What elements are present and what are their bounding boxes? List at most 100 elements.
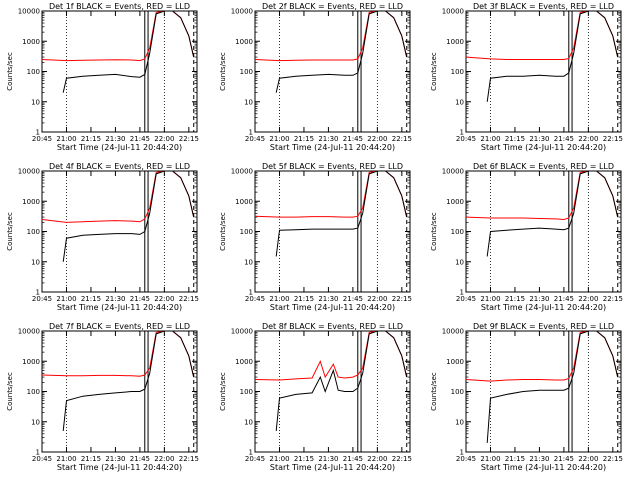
x-tick-label: 21:00 — [269, 455, 289, 463]
x-axis-label: Start Time (24-Jul-11 20:44:20) — [481, 143, 606, 152]
panel-title: Det 1f BLACK = Events, RED = LLD — [49, 2, 190, 11]
x-tick-label: 22:15 — [392, 135, 412, 143]
series-events — [62, 11, 195, 93]
y-tick-label: 1 — [36, 289, 40, 297]
x-tick-label: 22:15 — [392, 295, 412, 303]
panel-title: Det 6f BLACK = Events, RED = LLD — [473, 162, 614, 171]
x-tick-label: 20:45 — [32, 295, 52, 303]
y-tick-label: 10000 — [231, 8, 253, 16]
x-tick-label: 21:00 — [56, 455, 76, 463]
y-axis-label: Counts/sec — [430, 52, 438, 91]
panel-det-5: Det 5f BLACK = Events, RED = LLD 1 10 100 10… — [219, 162, 412, 312]
panel-title: Det 8f BLACK = Events, RED = LLD — [262, 322, 403, 331]
y-tick-label: 10 — [455, 98, 464, 106]
panel-det-6: Det 6f BLACK = Events, RED = LLD 1 10 100 10… — [430, 162, 623, 312]
x-tick-label: 22:00 — [367, 295, 387, 303]
series-events — [486, 11, 619, 102]
y-tick-label: 100 — [240, 228, 253, 236]
y-axis-label: Counts/sec — [219, 52, 227, 91]
x-tick-label: 22:00 — [578, 295, 598, 303]
x-tick-label: 21:15 — [505, 295, 525, 303]
series-events — [62, 171, 195, 262]
y-tick-label: 1000 — [22, 358, 40, 366]
plot-frame — [41, 330, 198, 453]
series-events — [62, 331, 195, 431]
x-axis-label: Start Time (24-Jul-11 20:44:20) — [270, 303, 395, 312]
series-lld — [255, 331, 408, 381]
x-tick-label: 22:00 — [154, 455, 174, 463]
y-tick-label: 1000 — [22, 198, 40, 206]
y-tick-label: 10000 — [442, 168, 464, 176]
panel-title: Det 5f BLACK = Events, RED = LLD — [262, 162, 403, 171]
y-tick-label: 1000 — [235, 38, 253, 46]
panel-title: Det 9f BLACK = Events, RED = LLD — [473, 322, 614, 331]
y-tick-label: 1 — [249, 289, 253, 297]
x-tick-label: 22:00 — [154, 295, 174, 303]
x-tick-label: 21:45 — [130, 455, 150, 463]
x-axis-label: Start Time (24-Jul-11 20:44:20) — [481, 303, 606, 312]
y-tick-label: 10 — [244, 418, 253, 426]
x-tick-label: 21:00 — [269, 135, 289, 143]
x-tick-label: 20:45 — [456, 455, 476, 463]
plot-frame — [465, 170, 622, 293]
y-tick-label: 1 — [460, 449, 464, 457]
y-tick-label: 1 — [249, 129, 253, 137]
plot-frame — [254, 170, 411, 293]
x-tick-label: 21:45 — [343, 295, 363, 303]
x-tick-label: 22:15 — [179, 455, 199, 463]
panel-title: Det 7f BLACK = Events, RED = LLD — [49, 322, 190, 331]
series-events — [486, 331, 619, 443]
x-tick-label: 21:00 — [56, 135, 76, 143]
x-tick-label: 21:45 — [343, 455, 363, 463]
plot-frame — [254, 330, 411, 453]
y-axis-label: Counts/sec — [6, 372, 14, 411]
x-tick-label: 22:00 — [367, 135, 387, 143]
series-lld — [466, 331, 619, 382]
x-axis-label: Start Time (24-Jul-11 20:44:20) — [57, 463, 182, 472]
x-tick-label: 22:00 — [578, 135, 598, 143]
x-tick-label: 22:15 — [179, 135, 199, 143]
panel-det-3: Det 3f BLACK = Events, RED = LLD 1 10 100 10… — [430, 2, 623, 152]
x-tick-label: 21:45 — [130, 135, 150, 143]
x-tick-label: 22:00 — [154, 135, 174, 143]
y-tick-label: 100 — [451, 388, 464, 396]
x-tick-label: 22:15 — [603, 135, 623, 143]
y-tick-label: 100 — [240, 388, 253, 396]
series-lld — [42, 171, 195, 223]
y-tick-label: 10000 — [231, 168, 253, 176]
x-tick-label: 21:45 — [130, 295, 150, 303]
x-axis-label: Start Time (24-Jul-11 20:44:20) — [57, 143, 182, 152]
y-tick-label: 10 — [455, 418, 464, 426]
series-lld — [255, 11, 408, 62]
x-tick-label: 21:30 — [105, 455, 125, 463]
y-tick-label: 1000 — [446, 198, 464, 206]
x-tick-label: 21:00 — [480, 295, 500, 303]
y-tick-label: 10 — [455, 258, 464, 266]
y-tick-label: 100 — [451, 68, 464, 76]
y-tick-label: 10000 — [18, 8, 40, 16]
plot-frame — [254, 10, 411, 133]
panel-title: Det 4f BLACK = Events, RED = LLD — [49, 162, 190, 171]
x-axis-label: Start Time (24-Jul-11 20:44:20) — [57, 303, 182, 312]
x-tick-label: 22:15 — [179, 295, 199, 303]
x-tick-label: 22:00 — [578, 455, 598, 463]
y-axis-label: Counts/sec — [430, 372, 438, 411]
x-tick-label: 21:00 — [269, 295, 289, 303]
y-tick-label: 10 — [244, 258, 253, 266]
y-tick-label: 10000 — [231, 328, 253, 336]
panel-det-2: Det 2f BLACK = Events, RED = LLD 1 10 100 10… — [219, 2, 412, 152]
panel-det-8: Det 8f BLACK = Events, RED = LLD 1 10 100 10… — [219, 322, 412, 472]
series-lld — [255, 171, 408, 218]
y-tick-label: 1000 — [22, 38, 40, 46]
panel-det-4: Det 4f BLACK = Events, RED = LLD 1 10 100 10… — [6, 162, 199, 312]
panel-title: Det 2f BLACK = Events, RED = LLD — [262, 2, 403, 11]
plot-frame — [41, 170, 198, 293]
x-tick-label: 20:45 — [456, 135, 476, 143]
x-tick-label: 21:15 — [81, 455, 101, 463]
x-tick-label: 21:15 — [505, 135, 525, 143]
x-tick-label: 21:30 — [318, 295, 338, 303]
series-events — [486, 171, 619, 257]
y-axis-label: Counts/sec — [219, 372, 227, 411]
x-tick-label: 20:45 — [245, 295, 265, 303]
